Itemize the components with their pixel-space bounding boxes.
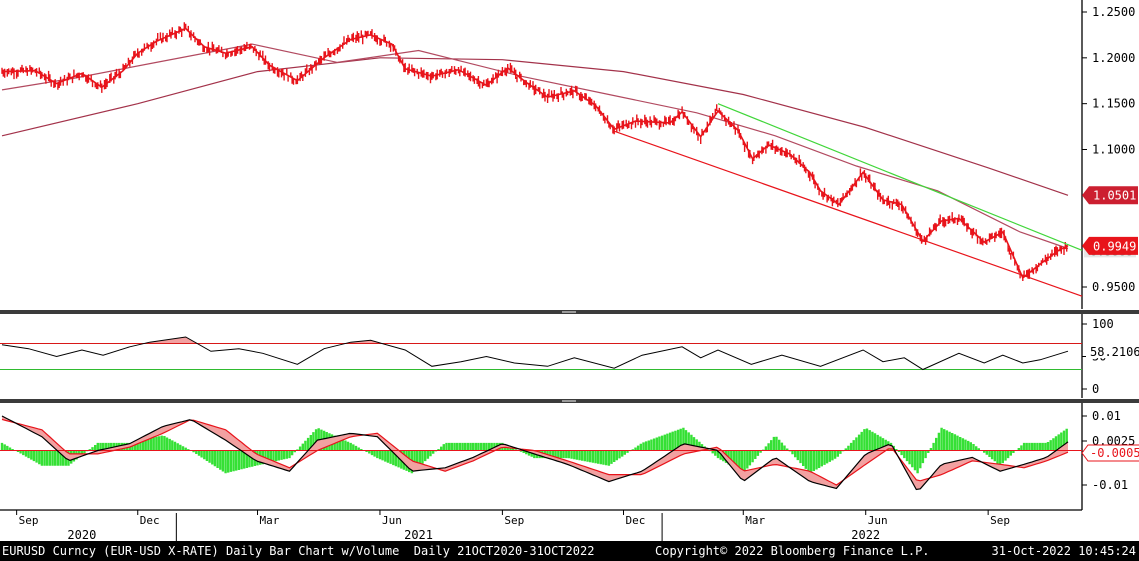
x-tick-label: Sep bbox=[19, 514, 39, 527]
x-tick-label: Dec bbox=[140, 514, 160, 527]
x-tick-label: Mar bbox=[745, 514, 765, 527]
rsi-line bbox=[1, 336, 1069, 371]
x-tick-label: Dec bbox=[626, 514, 646, 527]
y-tick-label: -0.0005 bbox=[1090, 446, 1139, 460]
moving-average-line bbox=[1, 57, 1069, 196]
year-label: 2020 bbox=[67, 528, 96, 542]
y-tick-label: 1.2000 bbox=[1092, 51, 1135, 65]
y-tick-label: 1.1000 bbox=[1092, 143, 1135, 157]
value-label-bg bbox=[1081, 444, 1139, 462]
y-tick-label: 0.9500 bbox=[1092, 280, 1135, 294]
panel-separator-grip bbox=[562, 400, 576, 402]
y-tick-label: -0.01 bbox=[1092, 478, 1128, 492]
year-label: 2021 bbox=[404, 528, 433, 542]
value-label-bg bbox=[1082, 236, 1138, 255]
macd-signal-fill bbox=[2, 416, 1068, 490]
y-tick-label: 100 bbox=[1092, 317, 1114, 331]
macd-panel: 0.010.0025-0.0005-0.01 bbox=[0, 403, 1139, 510]
y-tick-label: 0.01 bbox=[1092, 409, 1121, 423]
x-tick-label: Jun bbox=[382, 514, 402, 527]
panel-separator-grip bbox=[562, 311, 576, 313]
y-tick-label: 0 bbox=[1092, 382, 1099, 396]
x-axis: Sep Dec Mar Jun Sep Dec Mar Jun Sep 2020 2021 2022 bbox=[0, 310, 1139, 542]
year-label: 2022 bbox=[851, 528, 880, 542]
y-tick-label: 1.2500 bbox=[1092, 5, 1135, 19]
y-tick-label: 1.1500 bbox=[1092, 97, 1135, 111]
trendline bbox=[613, 130, 1083, 297]
x-tick-label: Jun bbox=[868, 514, 888, 527]
price-close-line bbox=[1, 27, 1069, 280]
trendline bbox=[717, 103, 1083, 251]
x-axis-band bbox=[0, 510, 1139, 541]
rsi-last-value: 58.2106 bbox=[1090, 345, 1139, 359]
rsi-last-bg bbox=[1086, 344, 1139, 359]
value-label: 1.0501 bbox=[1093, 189, 1136, 203]
rsi-panel: 10050058.2106 bbox=[0, 314, 1139, 398]
timestamp: 31-Oct-2022 10:45:24 bbox=[991, 544, 1137, 558]
value-label-bg bbox=[1082, 186, 1138, 205]
footer-bar: EURUSD Curncy (EUR-USD X-RATE) Daily Bar… bbox=[0, 541, 1139, 561]
value-label: 0.9949 bbox=[1093, 239, 1136, 253]
x-tick-label: Mar bbox=[260, 514, 280, 527]
x-tick-label: Sep bbox=[504, 514, 524, 527]
x-tick-label: Sep bbox=[990, 514, 1010, 527]
rsi-overbought-fill bbox=[144, 337, 383, 344]
macd-signal-line bbox=[1, 418, 1069, 486]
copyright: Copyright© 2022 Bloomberg Finance L.P. bbox=[655, 544, 930, 558]
macd-line bbox=[1, 415, 1069, 491]
chart-title: EURUSD Curncy (EUR-USD X-RATE) Daily Bar… bbox=[2, 544, 595, 558]
